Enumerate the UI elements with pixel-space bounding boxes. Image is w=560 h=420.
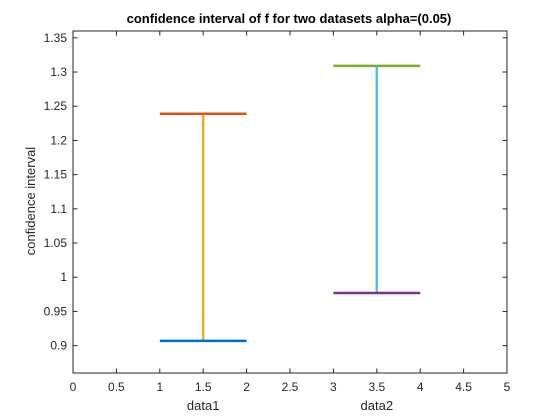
x-tick-label: 0.5 — [108, 380, 125, 394]
x-tick-label: 4 — [417, 380, 424, 394]
tick-labels: 0 0.5 1 1.5 2 2.5 3 3.5 4 4.5 5 0.9 0.95 1 1.05 1.1 1.15… — [44, 31, 511, 413]
x-tick-label: 2.5 — [282, 380, 299, 394]
x-tick-label: 1.5 — [195, 380, 212, 394]
y-tick-label: 1.3 — [50, 65, 67, 79]
x-category-label: data2 — [361, 398, 394, 413]
x-tick-label: 5 — [504, 380, 511, 394]
y-tick-label: 1.15 — [44, 168, 68, 182]
y-tick-label: 1 — [60, 270, 67, 284]
x-tick-label: 1 — [156, 380, 163, 394]
y-tick-label: 1.2 — [50, 133, 67, 147]
x-category-label: data1 — [187, 398, 220, 413]
axis-ticks — [72, 31, 508, 373]
y-tick-label: 0.95 — [44, 304, 68, 318]
x-tick-label: 4.5 — [455, 380, 472, 394]
plot-area — [72, 30, 508, 374]
y-tick-label: 1.1 — [50, 202, 67, 216]
x-tick-label: 0 — [70, 380, 77, 394]
y-axis-label: confidence interval — [23, 147, 38, 256]
x-tick-label: 3 — [330, 380, 337, 394]
chart-title: confidence interval of f for two dataset… — [127, 11, 452, 26]
y-tick-label: 1.05 — [44, 236, 68, 250]
y-tick-label: 1.25 — [44, 99, 68, 113]
y-tick-label: 1.35 — [44, 31, 68, 45]
x-tick-label: 3.5 — [368, 380, 385, 394]
x-tick-label: 2 — [243, 380, 250, 394]
y-tick-label: 0.9 — [50, 339, 67, 353]
error-bars — [159, 64, 421, 343]
